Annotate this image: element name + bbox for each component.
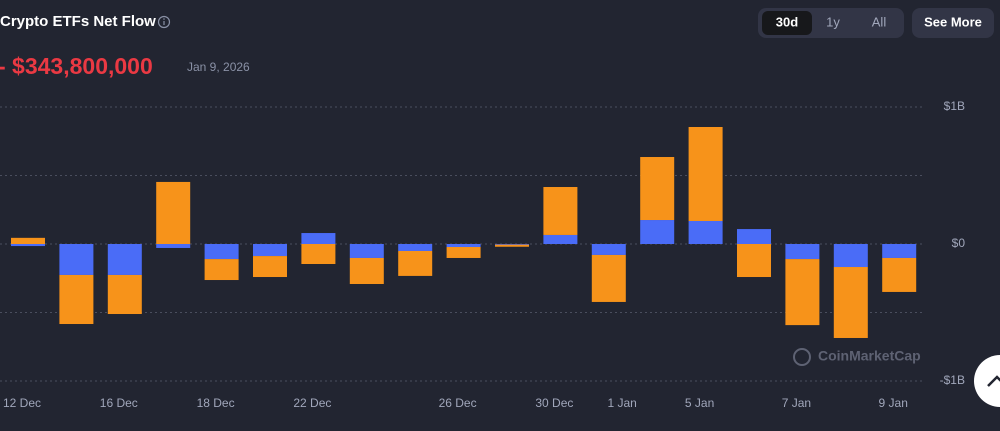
x-tick-label: 16 Dec (100, 396, 138, 410)
x-tick-label: 9 Jan (879, 396, 908, 410)
bar-segment (59, 244, 94, 275)
bar-segment (882, 257, 917, 292)
bar-segment (253, 256, 287, 278)
range-button[interactable]: 1y (826, 14, 840, 29)
bar-segment (543, 187, 578, 235)
bar-segment (156, 181, 191, 244)
bar-segment (204, 259, 239, 281)
bar-segment (882, 244, 917, 258)
x-tick-label: 30 Dec (535, 396, 573, 410)
bar-segment (737, 229, 771, 244)
bar-segment (495, 244, 529, 245)
range-button[interactable]: All (872, 14, 887, 29)
bar-segment (543, 234, 578, 244)
bar-segment (833, 267, 868, 338)
range-button[interactable]: 30d (776, 14, 798, 29)
bar-segment (11, 244, 45, 247)
x-tick-label: 5 Jan (685, 396, 714, 410)
headline-date: Jan 9, 2026 (187, 60, 250, 74)
bar-segment (833, 244, 868, 268)
watermark: CoinMarketCap (793, 348, 921, 366)
bar-segment (301, 233, 336, 244)
bar-segment (785, 244, 820, 260)
bar-segment (398, 244, 433, 251)
bar-segment (785, 259, 820, 326)
bar-segment (688, 220, 723, 244)
bar-segment (495, 244, 529, 247)
y-tick-label: $0 (952, 236, 966, 250)
bar-segment (349, 257, 384, 285)
bar-segment (107, 244, 142, 275)
bar-segment (11, 237, 45, 244)
bar-segment (301, 244, 336, 265)
x-tick-label: 12 Dec (3, 396, 41, 410)
x-tick-label: 18 Dec (197, 396, 235, 410)
bar-segment (156, 244, 191, 248)
bar-segment (640, 220, 675, 244)
y-tick-label: $1B (944, 99, 965, 113)
bar-segment (446, 247, 481, 258)
bar-segment (204, 244, 239, 260)
bar-segment (446, 244, 481, 248)
see-more-label[interactable]: See More (924, 14, 982, 29)
bar-segment (688, 127, 723, 221)
bar-segment (59, 274, 94, 325)
bar-segment (398, 250, 433, 276)
info-icon[interactable] (157, 15, 171, 29)
see-more-button[interactable] (912, 8, 994, 38)
x-tick-label: 26 Dec (439, 396, 477, 410)
bar-segment (737, 244, 771, 278)
scroll-top-button[interactable] (974, 355, 1000, 407)
bar-segment (107, 274, 142, 315)
y-tick-label: -$1B (940, 373, 965, 387)
bar-segment (591, 244, 626, 255)
chart-title: Crypto ETFs Net Flow (0, 13, 156, 30)
headline-value: - $343,800,000 (0, 53, 153, 79)
range-button-active (762, 11, 812, 35)
watermark-text: CoinMarketCap (818, 348, 921, 364)
bar-segment (253, 244, 287, 257)
x-tick-label: 7 Jan (782, 396, 811, 410)
x-tick-label: 1 Jan (607, 396, 636, 410)
bar-segment (591, 254, 626, 302)
bar-segment (640, 157, 675, 221)
bar-segment (349, 244, 384, 258)
x-tick-label: 22 Dec (293, 396, 331, 410)
